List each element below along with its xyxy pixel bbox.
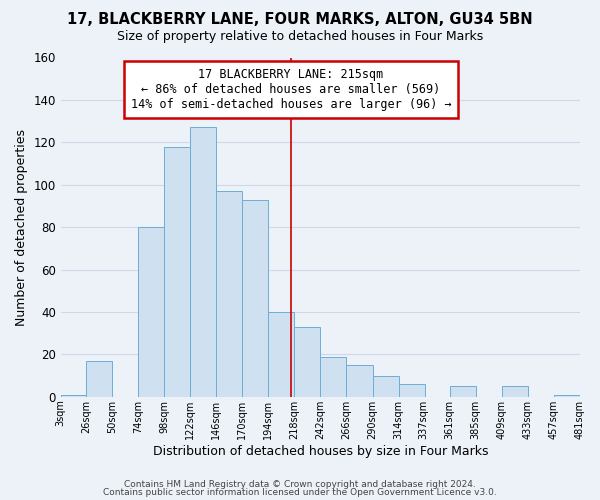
Bar bbox=[216, 191, 242, 397]
Y-axis label: Number of detached properties: Number of detached properties bbox=[15, 128, 28, 326]
Text: Size of property relative to detached houses in Four Marks: Size of property relative to detached ho… bbox=[117, 30, 483, 43]
Bar bbox=[346, 365, 373, 397]
Bar bbox=[138, 227, 164, 397]
Bar bbox=[190, 128, 216, 397]
Text: 17 BLACKBERRY LANE: 215sqm
← 86% of detached houses are smaller (569)
14% of sem: 17 BLACKBERRY LANE: 215sqm ← 86% of deta… bbox=[131, 68, 451, 111]
Bar bbox=[373, 376, 398, 397]
Bar bbox=[61, 394, 87, 397]
X-axis label: Distribution of detached houses by size in Four Marks: Distribution of detached houses by size … bbox=[152, 444, 488, 458]
Bar bbox=[554, 394, 580, 397]
Bar bbox=[86, 360, 112, 397]
Bar bbox=[320, 356, 346, 397]
Text: 17, BLACKBERRY LANE, FOUR MARKS, ALTON, GU34 5BN: 17, BLACKBERRY LANE, FOUR MARKS, ALTON, … bbox=[67, 12, 533, 28]
Bar bbox=[295, 327, 320, 397]
Text: Contains public sector information licensed under the Open Government Licence v3: Contains public sector information licen… bbox=[103, 488, 497, 497]
Bar bbox=[268, 312, 295, 397]
Bar bbox=[164, 146, 190, 397]
Bar bbox=[398, 384, 425, 397]
Bar bbox=[449, 386, 476, 397]
Text: Contains HM Land Registry data © Crown copyright and database right 2024.: Contains HM Land Registry data © Crown c… bbox=[124, 480, 476, 489]
Bar bbox=[242, 200, 268, 397]
Bar bbox=[502, 386, 528, 397]
